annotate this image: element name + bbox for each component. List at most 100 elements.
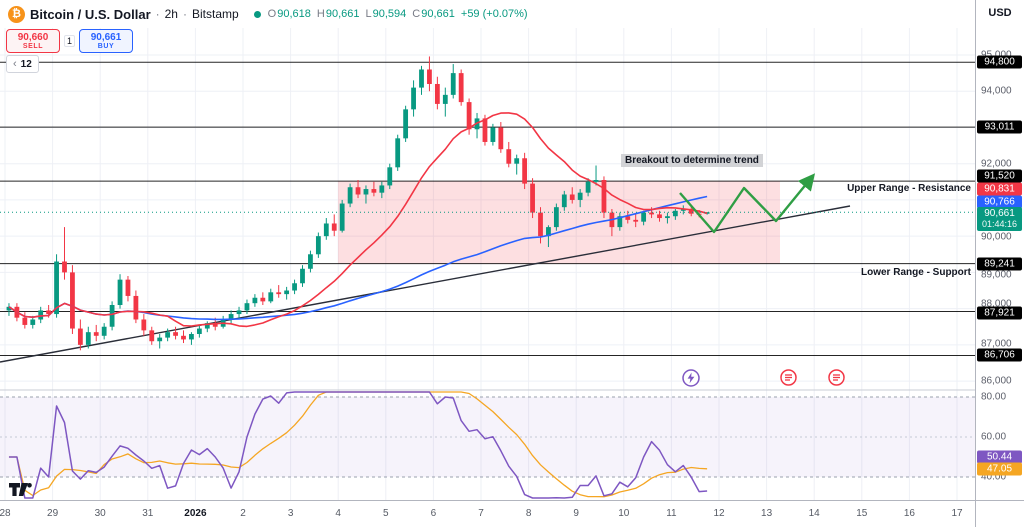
upper-range-label[interactable]: Upper Range - Resistance — [847, 183, 971, 194]
candle-body — [427, 69, 432, 84]
candle-body — [157, 337, 163, 342]
lower-range-label[interactable]: Lower Range - Support — [861, 267, 971, 278]
trendline-drawing[interactable] — [0, 205, 851, 363]
candle-body — [458, 73, 464, 103]
sell-button[interactable]: 90,660 SELL — [6, 29, 60, 53]
time-axis-label: 15 — [856, 508, 868, 519]
price-axis-tick: 60.00 — [981, 431, 1007, 443]
price-level-label: 93,011 — [977, 120, 1022, 134]
price-chart-canvas[interactable] — [0, 0, 975, 527]
candle-body — [371, 189, 377, 193]
candle-body — [498, 127, 504, 150]
sell-price: 90,660 — [17, 32, 49, 43]
low-value: L90,594 — [365, 8, 407, 20]
candle-body — [125, 279, 131, 296]
time-axis-label: 7 — [478, 508, 484, 519]
time-axis-label: 11 — [666, 508, 677, 519]
candle-body — [315, 236, 321, 255]
time-axis-label: 5 — [383, 508, 389, 519]
trend-arrow-drawing[interactable] — [679, 173, 816, 234]
time-axis-label: 2026 — [184, 508, 207, 519]
interval-button[interactable]: 2h — [164, 7, 178, 21]
candle-body — [165, 332, 171, 338]
price-level-label: 89,241 — [977, 257, 1022, 271]
candle-body — [355, 187, 361, 195]
breakout-annotation[interactable]: Breakout to determine trend — [621, 154, 763, 167]
buy-button[interactable]: 90,661 BUY — [79, 29, 134, 53]
candle-body — [641, 212, 647, 222]
candle-body — [38, 310, 44, 320]
ma-fast-line[interactable] — [8, 112, 708, 328]
candle-body — [442, 94, 448, 104]
time-axis-label: 4 — [335, 508, 341, 519]
currency-label[interactable]: USD — [988, 7, 1012, 19]
candle-body — [260, 297, 266, 302]
candle-body — [236, 310, 242, 315]
time-axis-label: 30 — [94, 508, 106, 519]
time-axis-label: 31 — [142, 508, 154, 519]
bitcoin-glyph: ₿ — [12, 8, 21, 20]
time-axis-label: 29 — [47, 508, 59, 519]
candle-body — [466, 102, 472, 130]
candle-body — [196, 328, 202, 334]
time-axis-label: 2 — [240, 508, 246, 519]
candle-body — [585, 181, 591, 193]
price-level-label: 86,706 — [977, 348, 1022, 362]
price-axis-tick: 86,000 — [981, 375, 1012, 387]
candle-body — [181, 335, 186, 340]
candle-body — [506, 149, 512, 164]
candle-body — [149, 330, 155, 342]
candle-body — [117, 279, 123, 305]
rsi-line[interactable] — [8, 391, 708, 499]
buy-price: 90,661 — [90, 32, 122, 43]
market-status-dot — [253, 10, 261, 18]
candle-body — [141, 319, 147, 331]
object-count: 12 — [20, 58, 32, 70]
time-axis-label: 10 — [618, 508, 630, 519]
price-axis-tick: 80.00 — [981, 391, 1007, 403]
exchange-name[interactable]: Bitstamp — [191, 7, 239, 21]
candle-body — [244, 303, 250, 311]
candle-body — [77, 328, 83, 345]
candle-body — [387, 167, 393, 186]
time-axis-label: 12 — [713, 508, 725, 519]
candle-body — [490, 127, 496, 142]
candle-body — [6, 306, 12, 311]
candle-body — [633, 219, 639, 222]
candle-body — [649, 212, 654, 215]
price-axis[interactable]: USD 95,000 94,000 92,000 90,000 89,000 88,000… — [975, 0, 1024, 527]
candle-body — [530, 183, 535, 213]
candle-body — [522, 158, 528, 184]
idea-lightning-icon[interactable] — [682, 369, 700, 392]
candle-body — [308, 254, 313, 269]
price-level-label: 90,766 — [977, 195, 1022, 209]
time-axis-label: 9 — [573, 508, 579, 519]
price-axis-tick: 94,000 — [981, 85, 1012, 97]
object-tree-chip[interactable]: ‹ 12 — [6, 55, 39, 73]
time-axis[interactable]: 28 29 30 31 2026 2 3 4 5 6 7 8 9 10 11 12 13 14 15 16 17 — [0, 500, 975, 527]
candle-body — [339, 203, 345, 231]
bar-countdown: 01:44:16 — [981, 219, 1018, 229]
candle-body — [395, 138, 401, 168]
price-level-label: 94,800 — [977, 55, 1022, 69]
time-axis-label: 28 — [0, 508, 11, 519]
symbol-name[interactable]: Bitcoin / U.S. Dollar — [30, 6, 151, 22]
news-marker-icon[interactable] — [828, 369, 845, 391]
candle-body — [54, 261, 59, 315]
candle-body — [403, 109, 409, 139]
tradingview-logo[interactable] — [8, 482, 34, 502]
news-marker-icon[interactable] — [780, 369, 797, 391]
rsi-band-fill — [0, 397, 975, 477]
candle-body — [363, 189, 369, 195]
candle-body — [347, 187, 353, 204]
time-axis-label: 3 — [287, 508, 294, 519]
candle-body — [204, 323, 210, 329]
time-axis-label: 6 — [430, 508, 437, 519]
time-axis-label: 13 — [761, 508, 773, 519]
time-axis-label: 8 — [525, 508, 532, 519]
last-price-label: 90,661 01:44:16 — [977, 207, 1022, 231]
price-level-label: 91,520 — [977, 169, 1022, 183]
candle-body — [434, 83, 440, 104]
range-box-drawing[interactable] — [338, 181, 780, 264]
